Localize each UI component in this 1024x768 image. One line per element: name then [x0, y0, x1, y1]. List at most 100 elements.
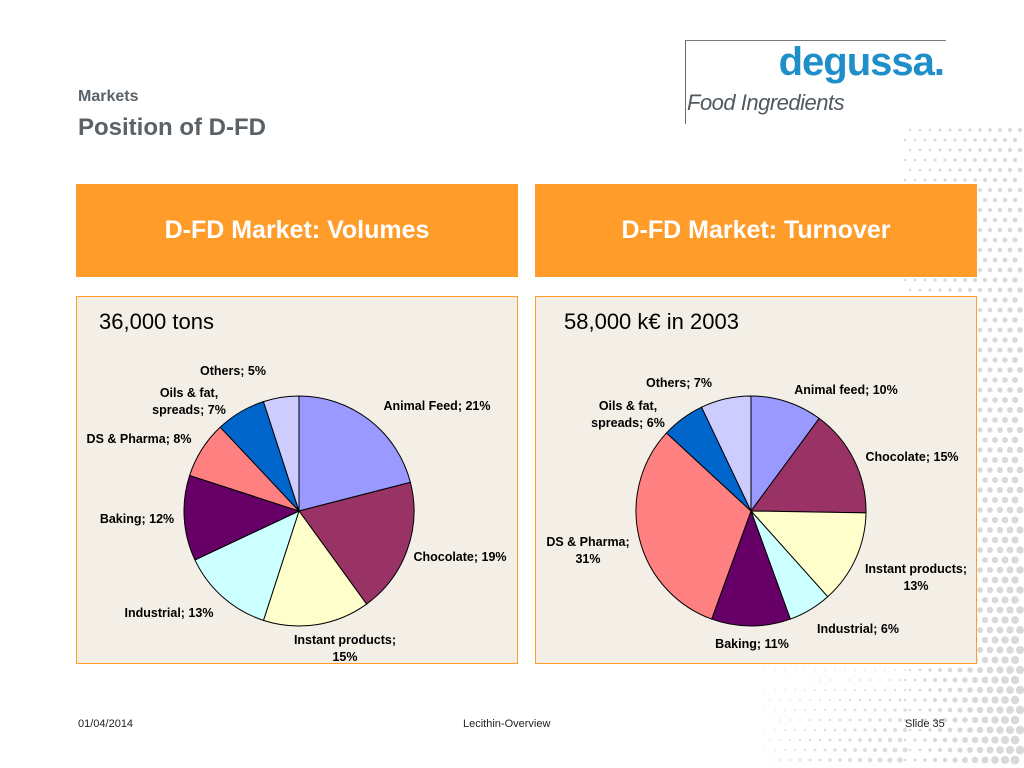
decor-dot — [991, 576, 999, 584]
decor-dot — [903, 278, 907, 282]
decor-dot — [1006, 526, 1014, 534]
decor-dot — [779, 719, 781, 721]
decor-dot — [808, 738, 812, 742]
decor-dot — [992, 317, 998, 323]
decor-dot — [1006, 506, 1014, 514]
decor-dot — [898, 678, 902, 682]
decor-dot — [1007, 227, 1013, 233]
decor-dot — [992, 297, 998, 303]
decor-dot — [908, 688, 912, 692]
decor-dot — [981, 576, 989, 584]
decor-dot — [977, 287, 983, 293]
decor-dot — [996, 726, 1004, 734]
decor-dot — [928, 688, 932, 692]
decor-dot — [823, 708, 827, 712]
decor-dot — [977, 607, 983, 613]
decor-dot — [784, 729, 786, 731]
decor-dot — [833, 748, 837, 752]
decor-dot — [986, 646, 994, 654]
decor-dot — [981, 636, 989, 644]
decor-dot — [764, 749, 766, 751]
decor-dot — [887, 757, 893, 763]
decor-dot — [967, 287, 973, 293]
decor-dot — [932, 717, 938, 723]
decor-dot — [1012, 357, 1018, 363]
decor-dot — [799, 679, 801, 681]
logo-rule — [686, 40, 946, 41]
decor-dot — [932, 757, 938, 763]
decor-dot — [986, 726, 994, 734]
decor-dot — [987, 407, 993, 413]
decor-dot — [996, 566, 1004, 574]
decor-dot — [759, 679, 761, 681]
decor-dot — [977, 467, 983, 473]
decor-dot — [828, 738, 832, 742]
decor-dot — [1001, 716, 1009, 724]
decor-dot — [814, 669, 816, 671]
decor-dot — [953, 178, 957, 182]
decor-dot — [992, 417, 998, 423]
decor-dot — [981, 736, 989, 744]
decor-dot — [1016, 486, 1024, 494]
decor-dot — [897, 737, 903, 743]
decor-dot — [991, 676, 999, 684]
decor-dot — [1012, 157, 1018, 163]
decor-dot — [997, 407, 1003, 413]
decor-dot — [838, 698, 842, 702]
section-label: Markets — [78, 88, 139, 105]
decor-dot — [1016, 566, 1024, 574]
decor-dot — [868, 698, 872, 702]
decor-dot — [923, 278, 927, 282]
decor-dot — [977, 327, 983, 333]
decor-dot — [987, 327, 993, 333]
decor-dot — [908, 748, 912, 752]
decor-dot — [913, 718, 917, 722]
decor-dot — [1015, 725, 1024, 735]
decor-dot — [948, 168, 952, 172]
decor-dot — [996, 746, 1004, 754]
decor-dot — [973, 178, 977, 182]
decor-dot — [942, 737, 948, 743]
decor-dot — [779, 699, 781, 701]
decor-dot — [987, 447, 993, 453]
slice-label: Oils & fat, spreads; 7% — [152, 386, 226, 417]
decor-dot — [997, 187, 1003, 193]
decor-dot — [858, 718, 862, 722]
decor-dot — [808, 718, 812, 722]
decor-dot — [997, 267, 1003, 273]
decor-dot — [857, 757, 863, 763]
decor-dot — [986, 666, 994, 674]
decor-dot — [897, 757, 903, 763]
decor-dot — [1006, 706, 1014, 714]
decor-dot — [982, 257, 988, 263]
decor-dot — [991, 736, 999, 744]
decor-dot — [996, 526, 1004, 534]
decor-dot — [903, 138, 907, 142]
decor-dot — [1017, 247, 1023, 253]
decor-dot — [977, 367, 983, 373]
decor-dot — [1012, 217, 1018, 223]
decor-dot — [1016, 426, 1024, 434]
decor-dot — [818, 758, 822, 762]
slice-label: Chocolate; 15% — [865, 450, 958, 464]
decor-dot — [1001, 496, 1009, 504]
decor-dot — [1012, 337, 1018, 343]
decor-dot — [928, 148, 932, 152]
decor-dot — [1000, 755, 1010, 765]
decor-dot — [1011, 416, 1019, 424]
decor-dot — [1017, 147, 1023, 153]
decor-dot — [1012, 297, 1018, 303]
decor-dot — [1006, 446, 1014, 454]
decor-dot — [977, 507, 983, 513]
decor-dot — [788, 758, 792, 762]
decor-dot — [977, 647, 983, 653]
decor-dot — [883, 688, 887, 692]
decor-dot — [982, 517, 988, 523]
decor-dot — [1011, 616, 1019, 624]
decor-dot — [784, 689, 786, 691]
decor-dot — [858, 698, 862, 702]
decor-dot — [996, 686, 1004, 694]
decor-dot — [918, 748, 922, 752]
decor-dot — [799, 699, 801, 701]
decor-dot — [1006, 646, 1014, 654]
